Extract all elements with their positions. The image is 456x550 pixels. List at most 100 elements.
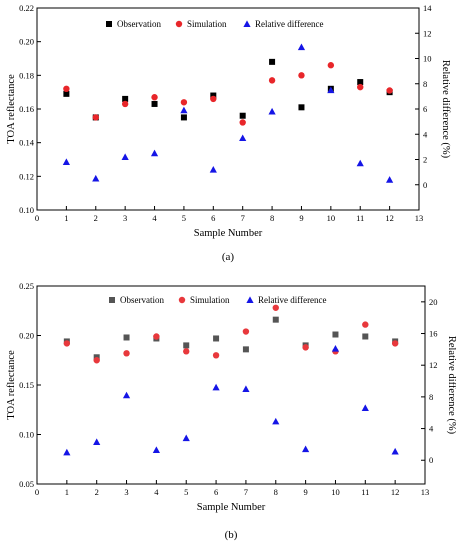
data-point <box>93 438 101 446</box>
data-point <box>302 445 310 453</box>
x-tick-label: 7 <box>244 487 248 497</box>
series-relative-difference <box>63 344 399 456</box>
data-point <box>213 335 220 342</box>
y-left-tick-label: 0.20 <box>19 331 34 341</box>
y-left-tick-label: 0.25 <box>19 281 34 291</box>
data-point <box>327 62 335 69</box>
data-point <box>63 85 70 93</box>
y-right-tick-label: 2 <box>423 155 427 165</box>
data-point <box>212 352 220 359</box>
x-tick-label: 10 <box>327 213 336 223</box>
data-point <box>239 134 247 142</box>
data-point <box>92 114 99 121</box>
legend-label: Simulation <box>187 19 227 29</box>
legend-label: Relative difference <box>255 19 324 29</box>
data-point <box>180 99 188 106</box>
x-tick-label: 2 <box>94 213 98 223</box>
x-tick-label: 11 <box>361 487 369 497</box>
x-tick-label: 13 <box>421 487 430 497</box>
y-left-tick-label: 0.14 <box>19 138 35 148</box>
panel-caption: (a) <box>222 251 235 263</box>
legend-label: Relative difference <box>258 295 327 305</box>
legend: Observation Simulation Relative difference <box>106 19 324 29</box>
y-right-tick-label: 14 <box>423 3 432 13</box>
plot-frame <box>36 285 426 485</box>
data-point <box>210 95 217 103</box>
data-point <box>361 404 369 411</box>
x-tick-label: 3 <box>123 213 127 223</box>
data-point <box>302 344 309 351</box>
legend-marker <box>106 21 112 27</box>
x-tick-label: 10 <box>331 487 340 497</box>
x-tick-label: 0 <box>35 213 39 223</box>
data-point <box>212 383 220 391</box>
x-tick-label: 1 <box>64 213 68 223</box>
legend-label: Observation <box>117 19 161 29</box>
x-tick-label: 4 <box>154 487 159 497</box>
legend-label: Simulation <box>190 295 230 305</box>
data-point <box>93 357 100 364</box>
x-tick-label: 5 <box>184 487 188 497</box>
x-tick-label: 1 <box>65 487 69 497</box>
y-left-tick-label: 0.22 <box>19 3 34 13</box>
data-point <box>386 87 393 94</box>
data-point <box>151 94 158 101</box>
y-left-tick-label: 0.16 <box>19 104 34 114</box>
y-right-axis-title: Relative difference (%) <box>446 336 456 435</box>
data-point <box>92 174 100 182</box>
y-left-axis-title: TOA reflectance <box>6 350 17 420</box>
y-right-tick-label: 0 <box>423 180 427 190</box>
legend-label: Observation <box>120 295 164 305</box>
y-right-tick-label: 8 <box>423 79 427 89</box>
data-point <box>386 176 394 183</box>
y-left-tick-label: 0.20 <box>19 37 34 47</box>
data-point <box>242 328 250 335</box>
series-observation <box>63 316 399 361</box>
y-right-axis-title: Relative difference (%) <box>440 60 451 159</box>
legend-marker <box>109 297 115 303</box>
x-tick-label: 3 <box>124 487 128 497</box>
chart-panel-b: 0 1 2 3 4 5 6 7 8 9 10 11 12 130.050.100.150.200.2504… <box>6 281 456 541</box>
y-right-tick-label: 8 <box>429 392 433 402</box>
data-point <box>123 350 130 357</box>
legend-marker <box>175 20 183 28</box>
y-right-tick-label: 4 <box>429 424 434 434</box>
x-tick-label: 9 <box>299 213 303 223</box>
x-tick-label: 12 <box>385 213 394 223</box>
data-point <box>150 149 159 157</box>
data-point <box>269 58 276 65</box>
data-point <box>183 342 190 349</box>
data-point <box>357 79 364 86</box>
y-left-axis-title: TOA reflectance <box>6 74 17 144</box>
x-tick-label: 8 <box>274 487 278 497</box>
data-point <box>298 104 305 111</box>
data-point <box>123 334 130 341</box>
x-axis-title: Sample Number <box>194 228 263 239</box>
data-point <box>268 107 276 115</box>
x-tick-label: 8 <box>270 213 274 223</box>
x-tick-label: 7 <box>241 213 245 223</box>
x-tick-label: 5 <box>182 213 186 223</box>
x-tick-label: 4 <box>152 213 157 223</box>
data-point <box>391 447 399 455</box>
data-point <box>153 333 160 340</box>
y-left-tick-label: 0.18 <box>19 70 34 80</box>
data-point <box>298 72 305 79</box>
data-point <box>239 112 246 119</box>
data-point <box>121 100 129 108</box>
data-point <box>151 100 158 107</box>
y-left-tick-label: 0.10 <box>19 430 34 440</box>
x-axis-title: Sample Number <box>197 502 266 513</box>
data-point <box>63 340 71 347</box>
x-tick-label: 2 <box>95 487 99 497</box>
x-tick-label: 6 <box>214 487 218 497</box>
data-point <box>272 316 279 323</box>
data-point <box>242 385 250 392</box>
data-point <box>272 417 280 425</box>
data-point <box>357 83 364 91</box>
data-point <box>272 304 279 311</box>
y-right-tick-label: 20 <box>429 297 438 307</box>
x-tick-label: 6 <box>211 213 215 223</box>
y-right-tick-label: 0 <box>429 455 433 465</box>
